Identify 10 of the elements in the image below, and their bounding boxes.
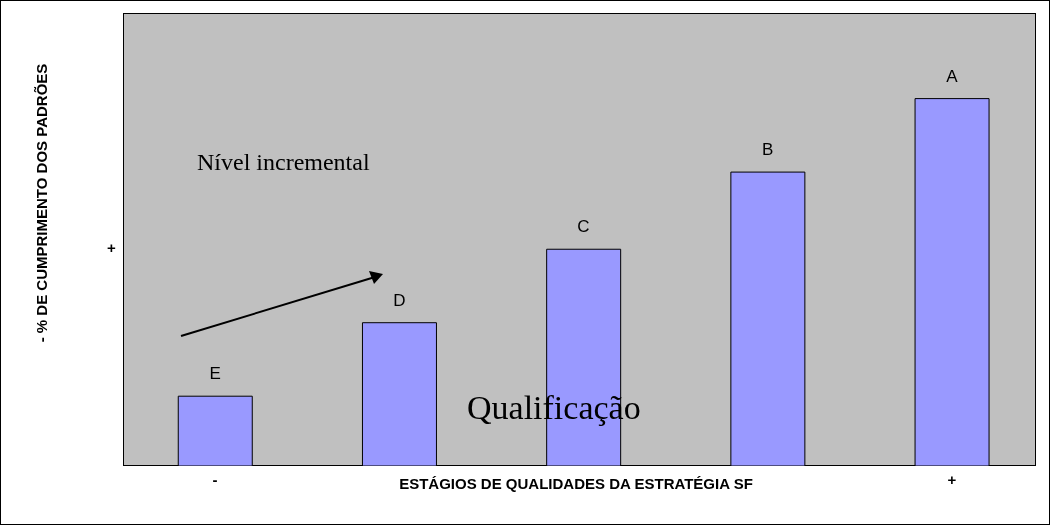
x-axis-title: ESTÁGIOS DE QUALIDADES DA ESTRATÉGIA SF (399, 475, 753, 492)
annotation: A (946, 66, 958, 87)
text: + (107, 239, 116, 256)
annotation: E (209, 364, 221, 385)
annotation: D (393, 290, 406, 311)
annotation: B (762, 140, 774, 161)
y-axis-title: - % DE CUMPRIMENTO DOS PADRÕES (33, 62, 51, 345)
x-tick-label: - (212, 470, 218, 488)
annotation: Nível incremental (197, 149, 370, 176)
annotation: C (577, 217, 590, 238)
